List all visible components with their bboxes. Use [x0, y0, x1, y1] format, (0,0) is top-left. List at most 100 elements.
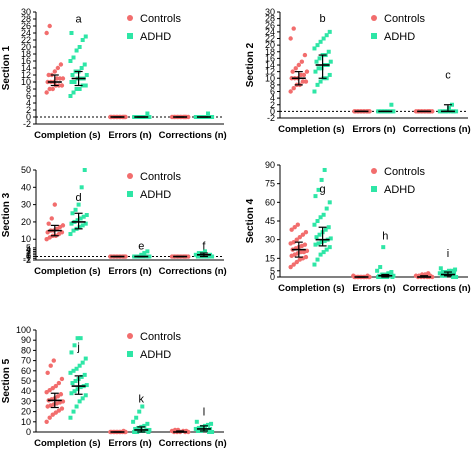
adhd-point	[316, 66, 321, 71]
adhd-point	[83, 393, 88, 398]
y-axis-label: Section 2	[245, 42, 256, 87]
adhd-point	[70, 211, 75, 216]
controls-point	[299, 59, 305, 64]
adhd-point	[446, 106, 451, 111]
y-tick-label: -2	[23, 255, 31, 265]
legend-controls-label: Controls	[140, 171, 181, 183]
controls-point	[300, 79, 306, 84]
adhd-point	[69, 350, 74, 355]
controls-point	[289, 76, 294, 81]
adhd-point	[77, 225, 82, 230]
adhd-point	[328, 59, 333, 64]
adhd-point	[199, 424, 204, 429]
y-tick-label: 1	[26, 250, 31, 260]
adhd-point	[74, 404, 79, 409]
controls-point	[291, 239, 296, 245]
controls-point	[298, 249, 304, 255]
controls-point	[52, 202, 57, 207]
controls-point	[169, 254, 175, 259]
adhd-point	[315, 43, 320, 48]
adhd-point	[75, 387, 80, 392]
adhd-point	[84, 383, 89, 388]
legend-adhd-label: ADHD	[384, 31, 415, 43]
y-tick-label: 6	[270, 87, 275, 97]
y-tick-label: 30	[265, 235, 275, 245]
adhd-point	[69, 31, 74, 35]
adhd-point	[446, 268, 451, 273]
adhd-point	[316, 187, 321, 192]
adhd-point	[193, 115, 198, 119]
adhd-point	[140, 404, 145, 409]
adhd-point	[319, 177, 324, 182]
adhd-point	[147, 427, 152, 432]
adhd-point	[145, 421, 150, 426]
significance-letter: d	[76, 192, 82, 204]
significance-letter: c	[445, 69, 451, 81]
controls-point	[300, 232, 306, 237]
y-tick-label: 18	[265, 47, 275, 57]
legend-adhd-marker	[127, 351, 133, 357]
controls-point	[56, 83, 62, 88]
y-tick-label: 0	[26, 112, 31, 122]
adhd-point	[71, 55, 76, 60]
controls-point	[58, 392, 64, 397]
controls-point	[59, 376, 65, 382]
adhd-point	[386, 271, 391, 276]
controls-point	[44, 419, 49, 424]
y-axis-label: Section 4	[245, 198, 256, 243]
y-tick-label: 12	[265, 67, 275, 77]
adhd-point	[326, 49, 331, 54]
y-tick-label: 24	[265, 27, 275, 37]
adhd-point	[454, 275, 459, 279]
controls-point	[47, 86, 52, 92]
x-category-label: Corrections (n)	[159, 130, 227, 141]
significance-letter: j	[76, 341, 79, 353]
controls-point	[288, 36, 293, 41]
adhd-point	[70, 381, 75, 386]
legend-controls-label: Controls	[384, 13, 425, 25]
x-category-label: Errors (n)	[108, 438, 151, 449]
adhd-point	[196, 425, 201, 430]
adhd-point	[80, 223, 85, 228]
legend-adhd-label: ADHD	[140, 349, 171, 361]
adhd-point	[391, 273, 396, 278]
adhd-point	[318, 215, 323, 220]
adhd-point	[451, 275, 456, 279]
adhd-point	[209, 421, 214, 426]
adhd-point	[324, 206, 329, 211]
adhd-point	[389, 270, 394, 275]
y-tick-label: 40	[21, 182, 31, 192]
adhd-point	[145, 249, 150, 254]
legend-adhd-label: ADHD	[140, 31, 171, 43]
controls-point	[44, 90, 49, 95]
adhd-point	[82, 62, 87, 67]
adhd-point	[327, 29, 332, 34]
adhd-point	[78, 385, 83, 390]
adhd-point	[142, 423, 147, 428]
y-tick-label: 20	[21, 217, 31, 227]
adhd-point	[139, 252, 144, 257]
y-tick-label: 30	[21, 7, 31, 17]
significance-letter: i	[447, 248, 449, 260]
x-category-label: Corrections (n)	[159, 266, 227, 277]
controls-point	[302, 242, 308, 247]
controls-point	[44, 30, 49, 36]
legend-controls-marker	[127, 333, 133, 339]
controls-point	[53, 383, 59, 389]
controls-point	[303, 230, 309, 235]
y-tick-label: 22	[21, 35, 31, 45]
controls-point	[47, 23, 52, 29]
adhd-point	[138, 428, 143, 433]
y-tick-label: 45	[265, 216, 275, 226]
significance-letter: h	[382, 231, 388, 243]
controls-point	[413, 109, 419, 114]
adhd-point	[75, 336, 80, 341]
x-category-label: Completion (s)	[278, 283, 345, 294]
adhd-point	[328, 236, 333, 241]
controls-point	[303, 254, 309, 260]
adhd-point	[71, 368, 76, 373]
adhd-point	[378, 265, 383, 270]
adhd-point	[379, 275, 384, 279]
